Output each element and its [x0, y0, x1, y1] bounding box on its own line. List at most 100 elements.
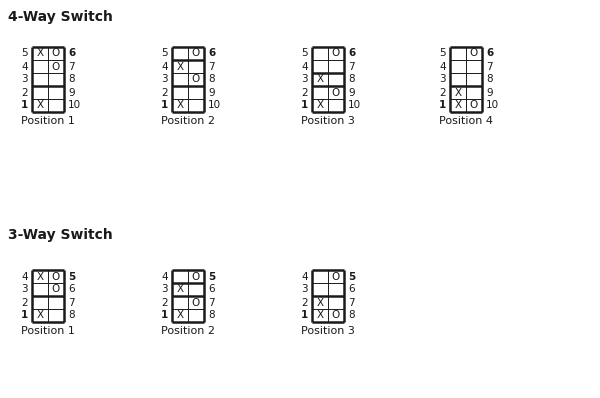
- Text: 2: 2: [22, 297, 28, 308]
- Text: 8: 8: [68, 310, 74, 320]
- Text: O: O: [332, 49, 340, 59]
- Text: Position 4: Position 4: [439, 116, 493, 126]
- Text: 6: 6: [68, 49, 75, 59]
- Text: Position 3: Position 3: [301, 326, 355, 336]
- Text: 1: 1: [301, 310, 308, 320]
- Text: 6: 6: [208, 285, 215, 295]
- Text: Position 2: Position 2: [161, 326, 215, 336]
- Text: 3: 3: [161, 285, 168, 295]
- Text: 6: 6: [348, 49, 355, 59]
- Text: 5: 5: [348, 271, 355, 281]
- Text: 3: 3: [161, 74, 168, 84]
- Text: Position 2: Position 2: [161, 116, 215, 126]
- Text: 3: 3: [439, 74, 446, 84]
- Text: 3: 3: [301, 285, 308, 295]
- Text: O: O: [52, 62, 60, 72]
- Text: 1: 1: [21, 101, 28, 111]
- Text: O: O: [470, 49, 478, 59]
- Text: 5: 5: [208, 271, 215, 281]
- Text: X: X: [454, 101, 461, 111]
- Text: X: X: [316, 101, 323, 111]
- Text: 3: 3: [22, 74, 28, 84]
- Text: 10: 10: [68, 101, 81, 111]
- Text: 1: 1: [439, 101, 446, 111]
- Text: X: X: [454, 88, 461, 98]
- Text: 5: 5: [301, 49, 308, 59]
- Text: 4: 4: [301, 62, 308, 72]
- Text: 4: 4: [22, 271, 28, 281]
- Text: 7: 7: [68, 62, 74, 72]
- Text: X: X: [316, 297, 323, 308]
- Text: 7: 7: [348, 297, 355, 308]
- Text: 8: 8: [68, 74, 74, 84]
- Text: 5: 5: [439, 49, 446, 59]
- Text: 5: 5: [22, 49, 28, 59]
- Text: 3: 3: [22, 285, 28, 295]
- Text: 2: 2: [301, 88, 308, 98]
- Text: 8: 8: [486, 74, 493, 84]
- Text: X: X: [176, 62, 184, 72]
- Text: X: X: [176, 310, 184, 320]
- Text: O: O: [470, 101, 478, 111]
- Text: 7: 7: [68, 297, 74, 308]
- Text: 10: 10: [208, 101, 221, 111]
- Text: 3-Way Switch: 3-Way Switch: [8, 228, 113, 242]
- Text: O: O: [52, 49, 60, 59]
- Text: Position 1: Position 1: [21, 326, 75, 336]
- Text: X: X: [316, 310, 323, 320]
- Text: 2: 2: [22, 88, 28, 98]
- Text: 10: 10: [486, 101, 499, 111]
- Text: O: O: [332, 310, 340, 320]
- Text: 5: 5: [161, 49, 168, 59]
- Text: 6: 6: [68, 285, 74, 295]
- Text: O: O: [52, 271, 60, 281]
- Text: 1: 1: [301, 101, 308, 111]
- Text: 7: 7: [486, 62, 493, 72]
- Text: O: O: [192, 49, 200, 59]
- Text: 7: 7: [208, 62, 215, 72]
- Text: 2: 2: [301, 297, 308, 308]
- Text: O: O: [192, 271, 200, 281]
- Text: X: X: [37, 101, 44, 111]
- Text: Position 3: Position 3: [301, 116, 355, 126]
- Text: O: O: [52, 285, 60, 295]
- Text: 1: 1: [161, 101, 168, 111]
- Text: 7: 7: [208, 297, 215, 308]
- Text: 6: 6: [486, 49, 493, 59]
- Text: 10: 10: [348, 101, 361, 111]
- Text: 8: 8: [208, 74, 215, 84]
- Text: X: X: [37, 49, 44, 59]
- Text: 4: 4: [22, 62, 28, 72]
- Text: X: X: [37, 310, 44, 320]
- Text: X: X: [176, 101, 184, 111]
- Text: 1: 1: [161, 310, 168, 320]
- Text: 4-Way Switch: 4-Way Switch: [8, 10, 113, 24]
- Text: 6: 6: [348, 285, 355, 295]
- Text: 5: 5: [68, 271, 75, 281]
- Text: 2: 2: [161, 88, 168, 98]
- Text: 4: 4: [161, 62, 168, 72]
- Text: 3: 3: [301, 74, 308, 84]
- Text: 4: 4: [301, 271, 308, 281]
- Text: 9: 9: [486, 88, 493, 98]
- Text: 9: 9: [348, 88, 355, 98]
- Text: 8: 8: [348, 74, 355, 84]
- Text: 2: 2: [161, 297, 168, 308]
- Text: 8: 8: [208, 310, 215, 320]
- Text: 4: 4: [161, 271, 168, 281]
- Text: X: X: [316, 74, 323, 84]
- Text: O: O: [332, 88, 340, 98]
- Text: 8: 8: [348, 310, 355, 320]
- Text: Position 1: Position 1: [21, 116, 75, 126]
- Text: O: O: [192, 74, 200, 84]
- Text: 6: 6: [208, 49, 215, 59]
- Text: 2: 2: [439, 88, 446, 98]
- Text: O: O: [332, 271, 340, 281]
- Text: X: X: [176, 285, 184, 295]
- Text: 4: 4: [439, 62, 446, 72]
- Text: X: X: [37, 271, 44, 281]
- Text: 1: 1: [21, 310, 28, 320]
- Text: O: O: [192, 297, 200, 308]
- Text: 9: 9: [208, 88, 215, 98]
- Text: 7: 7: [348, 62, 355, 72]
